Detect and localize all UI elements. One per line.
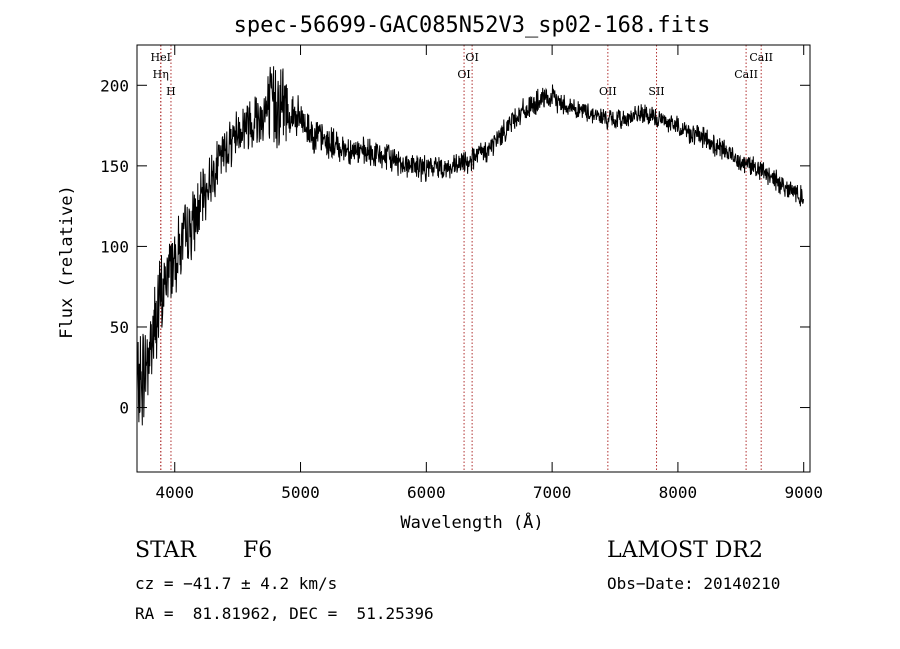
y-axis: 0 50 100 150 200 — [100, 76, 810, 418]
y-tick-label: 0 — [119, 399, 129, 418]
object-subclass: F6 — [243, 538, 273, 563]
cz-value: cz = −41.7 ± 4.2 km/s — [135, 574, 338, 593]
x-tick-label: 5000 — [281, 483, 320, 502]
line-marker-label: CaII — [734, 68, 758, 81]
line-marker-label: OI — [457, 68, 470, 81]
x-axis-label: Wavelength (Å) — [400, 511, 543, 533]
y-tick-label: 200 — [100, 76, 129, 95]
line-marker-label: H — [166, 85, 176, 98]
chart-title: spec-56699-GAC085N52V3_sp02-168.fits — [234, 13, 711, 38]
y-axis-label: Flux (relative) — [57, 185, 77, 339]
spectrum-line — [136, 66, 804, 426]
x-tick-label: 6000 — [407, 483, 446, 502]
y-tick-label: 50 — [110, 318, 129, 337]
line-marker-label: OII — [599, 85, 617, 98]
coordinates: RA = 81.81962, DEC = 51.25396 — [135, 604, 434, 623]
line-marker-label: HeI — [151, 51, 171, 64]
x-axis: 4000 5000 6000 7000 8000 9000 — [155, 45, 823, 502]
x-tick-label: 4000 — [155, 483, 194, 502]
y-tick-label: 100 — [100, 237, 129, 256]
x-tick-label: 7000 — [533, 483, 572, 502]
object-class: STAR — [135, 538, 196, 563]
x-tick-label: 9000 — [784, 483, 823, 502]
obs-date: Obs−Date: 20140210 — [607, 574, 781, 593]
x-tick-label: 8000 — [659, 483, 698, 502]
plot-frame — [136, 44, 811, 473]
y-tick-label: 150 — [100, 157, 129, 176]
line-marker-label: SII — [648, 85, 664, 98]
line-marker-label: OI — [465, 51, 478, 64]
survey-name: LAMOST DR2 — [607, 538, 763, 563]
line-marker-label: CaII — [749, 51, 773, 64]
